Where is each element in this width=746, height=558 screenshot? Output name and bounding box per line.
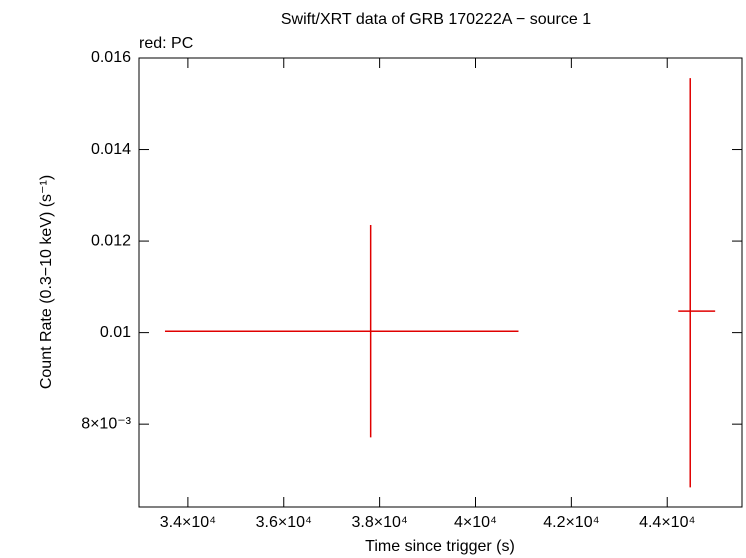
y-tick-label: 0.012 — [91, 232, 131, 249]
x-tick-label: 3.6×10⁴ — [256, 514, 312, 531]
x-tick-label: 4×10⁴ — [454, 514, 497, 531]
x-axis-label: Time since trigger (s) — [365, 538, 515, 555]
chart-title: Swift/XRT data of GRB 170222A − source 1 — [281, 11, 591, 28]
y-tick-label: 8×10⁻³ — [81, 415, 131, 432]
y-axis-label: Count Rate (0.3−10 keV) (s⁻¹) — [38, 175, 55, 389]
x-tick-label: 3.4×10⁴ — [160, 514, 216, 531]
plot-frame — [138, 57, 743, 508]
y-tick-label: 0.016 — [91, 49, 131, 66]
x-tick-label: 3.8×10⁴ — [351, 514, 407, 531]
x-tick-label: 4.4×10⁴ — [639, 514, 695, 531]
y-tick-label: 0.01 — [100, 324, 131, 341]
chart-subtitle: red: PC — [139, 35, 193, 52]
y-tick-label: 0.014 — [91, 141, 131, 158]
x-tick-label: 4.2×10⁴ — [543, 514, 599, 531]
